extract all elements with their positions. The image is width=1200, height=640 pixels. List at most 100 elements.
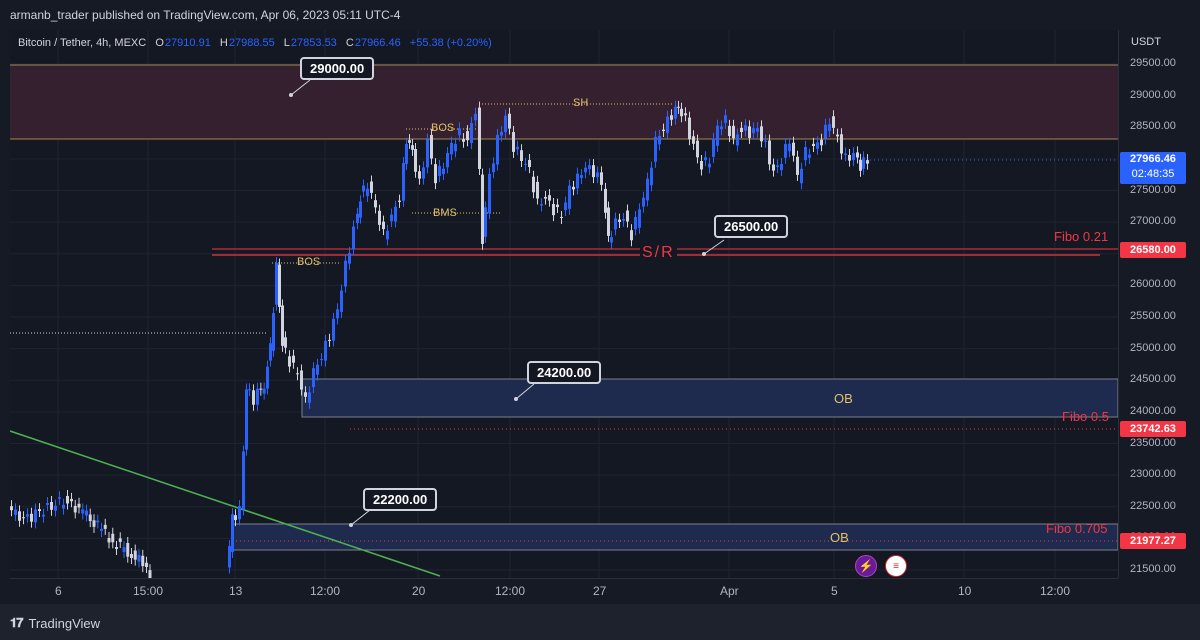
- candle-body: [848, 155, 851, 161]
- candle-body: [670, 115, 673, 120]
- candle-body: [728, 125, 731, 137]
- candle-body: [422, 167, 425, 179]
- candle-body: [234, 515, 237, 521]
- candle-body: [638, 209, 641, 228]
- candle-body: [768, 140, 771, 165]
- candle-body: [540, 204, 543, 206]
- candle-body: [844, 153, 847, 156]
- candle-body: [10, 506, 13, 511]
- candle-body: [716, 125, 719, 146]
- candle-body: [862, 157, 865, 169]
- candle-body: [382, 221, 385, 230]
- price-tick: 21500.00: [1130, 563, 1176, 575]
- price-axis[interactable]: USDT: [1118, 30, 1200, 578]
- tradingview-logo[interactable]: 𝟏𝟕 TradingView: [10, 615, 100, 631]
- candlestick-chart[interactable]: [10, 30, 1118, 578]
- ob-zone-upper: [301, 378, 1118, 418]
- time-tick: 15:00: [133, 584, 164, 598]
- candles: [10, 100, 869, 578]
- candle-body: [642, 197, 645, 207]
- candle-body: [859, 159, 862, 171]
- candle-body: [500, 131, 503, 136]
- time-tick: 13: [229, 584, 243, 598]
- candle-body: [374, 200, 377, 208]
- callout-26500[interactable]: 26500.00: [714, 215, 789, 238]
- chart-area[interactable]: [10, 30, 1118, 578]
- candle-body: [352, 226, 355, 250]
- callout-24200[interactable]: 24200.00: [527, 361, 602, 384]
- candle-body: [450, 142, 453, 155]
- candle-body: [126, 543, 130, 557]
- candle-body: [359, 201, 362, 218]
- symbol-legend: Bitcoin / Tether, 4h, MEXC O27910.91 H27…: [18, 37, 492, 49]
- change-value: +55.38 (+0.20%): [409, 37, 492, 49]
- candle-body: [596, 172, 599, 178]
- candle-body: [528, 160, 531, 168]
- candle-body: [85, 510, 88, 516]
- candle-body: [402, 163, 405, 201]
- candle-body: [576, 173, 579, 189]
- fibo-05-label: Fibo 0.5: [1062, 409, 1109, 424]
- candle-body: [600, 172, 603, 185]
- candle-body: [408, 140, 411, 143]
- sr-label: S/R: [640, 244, 677, 262]
- candle-body: [398, 200, 401, 202]
- lightning-icon[interactable]: ⚡: [855, 555, 877, 577]
- candle-body: [336, 309, 339, 319]
- candle-body: [736, 134, 739, 146]
- time-tick: 6: [55, 584, 62, 598]
- publisher-text: armanb_trader published on TradingView.c…: [10, 8, 401, 22]
- candle-body: [275, 263, 278, 305]
- candle-body: [800, 168, 803, 184]
- time-tick: Apr: [720, 584, 739, 598]
- candle-body: [832, 116, 835, 128]
- candle-body: [564, 202, 567, 211]
- candle-body: [231, 514, 234, 552]
- candle-body: [316, 364, 319, 375]
- candle-body: [111, 533, 115, 543]
- fibo-021-tag: 26580.00: [1120, 242, 1186, 258]
- candle-body: [81, 509, 85, 514]
- candle-body: [704, 157, 707, 161]
- sh-label: SH: [573, 97, 589, 109]
- candle-body: [618, 219, 621, 222]
- candle-body: [760, 126, 763, 142]
- us-flag-icon[interactable]: ≡: [885, 555, 907, 577]
- candle-body: [556, 204, 559, 208]
- callout-22200[interactable]: 22200.00: [363, 488, 438, 511]
- candle-body: [405, 143, 408, 164]
- symbol-name[interactable]: Bitcoin / Tether, 4h, MEXC: [18, 37, 147, 49]
- candle-body: [508, 113, 511, 129]
- callout-pointer-22200: [350, 509, 371, 526]
- candle-body: [96, 520, 100, 523]
- price-axis-currency: USDT: [1131, 36, 1161, 48]
- candle-body: [394, 206, 397, 222]
- candle-body: [804, 147, 807, 161]
- candle-body: [454, 143, 457, 152]
- open-label: O: [155, 37, 164, 49]
- candle-body: [446, 152, 449, 168]
- candle-body: [414, 149, 417, 172]
- candle-body: [266, 366, 269, 389]
- candle-body: [115, 546, 118, 550]
- candle-body: [552, 204, 555, 216]
- candle-body: [692, 136, 695, 144]
- candle-body: [568, 185, 571, 209]
- callout-dot-22200: [349, 523, 353, 527]
- time-axis[interactable]: [10, 578, 1118, 605]
- candle-body: [92, 520, 96, 527]
- candle-body: [269, 343, 272, 361]
- candle-body: [662, 129, 665, 132]
- candle-body: [474, 113, 477, 121]
- candle-body: [348, 253, 351, 264]
- candle-body: [580, 175, 583, 178]
- candle-body: [418, 171, 421, 179]
- callout-29000[interactable]: 29000.00: [300, 57, 375, 80]
- candle-body: [386, 230, 389, 240]
- candle-body: [828, 124, 831, 132]
- candle-body: [532, 176, 535, 193]
- candle-body: [724, 115, 727, 123]
- candle-body: [744, 125, 747, 131]
- candle-body: [252, 390, 255, 405]
- candle-body: [308, 392, 311, 403]
